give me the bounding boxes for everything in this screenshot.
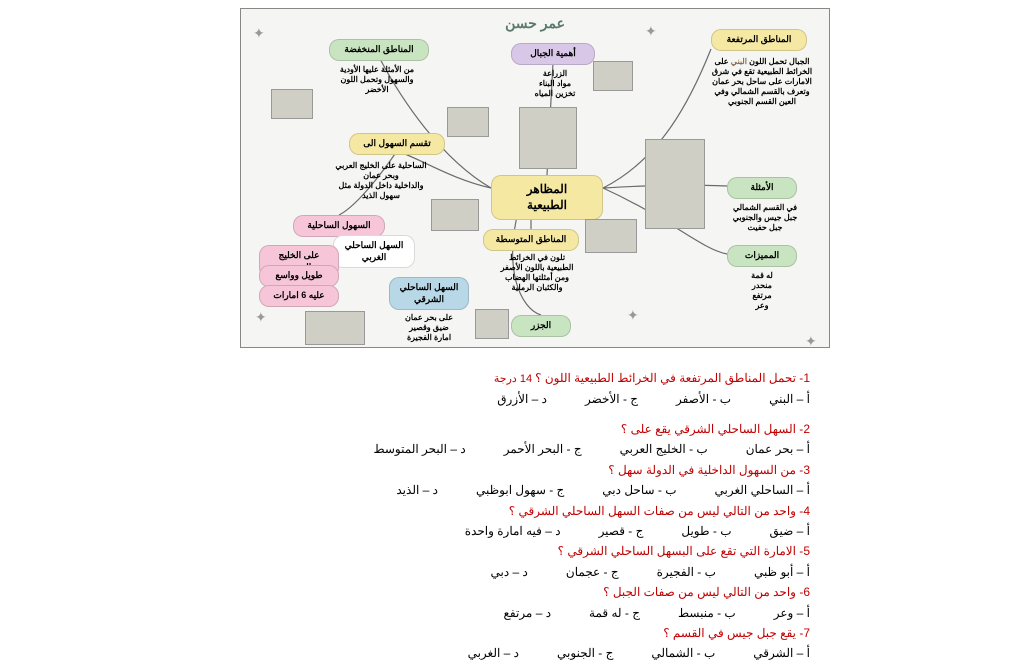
question-stem-3: 3- من السهول الداخلية في الدولة سهل ؟ [170,460,810,480]
question-option: ج - الجنوبي [557,643,613,663]
question-option: ب - الشمالي [651,643,715,663]
textbox-plains_txt: الساحلية على الخليج العربي وبحر عمان وال… [315,157,447,209]
question-option: ب - الأصفر [676,389,731,409]
question-option: ب - الفجيرة [657,562,716,582]
node-high: المناطق المرتفعة [711,29,807,51]
question-option: د – دبي [491,562,528,582]
textbox-low_txt: من الأمثلة عليها الأودية والسهول وتحمل ا… [315,61,439,105]
textbox-mountimp_txt: الزراعة مواد البناء تخزين المياه [517,65,593,105]
question-option: ج - سهول ابوظبي [476,480,564,500]
textbox-high_txt: الجبال تحمل اللون البني على الخرائط الطب… [703,53,821,165]
question-option: د – الأزرق [497,389,547,409]
question-stem-2: 2- السهل الساحلي الشرقي يقع على ؟ [170,419,810,439]
node-six: عليه 6 امارات [259,285,339,307]
question-option: ج - له قمة [589,603,640,623]
question-option: ب - ساحل دبي [602,480,676,500]
sparkle-icon: ✦ [645,23,657,40]
node-plainssplit: تقسم السهول الى [349,133,445,155]
question-option: أ – بحر عمان [746,439,810,459]
image-placeholder-8 [475,309,509,339]
node-eastcoast: السهل الساحلي الشرقي [389,277,469,310]
question-option: د – فيه امارة واحدة [465,521,561,541]
question-option: د – الذيد [396,480,438,500]
sparkle-icon: ✦ [627,307,639,324]
node-examples: الأمثلة [727,177,797,199]
image-placeholder-7 [305,311,365,345]
mindmap-diagram: عمر حسن المظاهر الطبيعية المناطق المرتفعة… [240,8,830,348]
question-option: ج - عجمان [566,562,619,582]
question-option: ب - منبسط [678,603,736,623]
questions-block: 1- تحمل المناطق المرتفعة في الخرائط الطب… [170,368,810,664]
question-options-7: أ – الشرقي ب - الشمالي ج - الجنوبي د – الغر… [170,643,810,663]
question-stem-1: 1- تحمل المناطق المرتفعة في الخرائط الطب… [170,368,810,389]
textbox-examples_txt: في القسم الشمالي جبل جيس والجنوبي جبل حف… [713,199,817,239]
node-mountimp: أهمية الجبال [511,43,595,65]
sparkle-icon: ✦ [805,333,817,348]
question-option: د – الغربي [468,643,519,663]
node-low: المناطق المنخفضة [329,39,429,61]
question-stem-6: 6- واحد من التالي ليس من صفات الجبل ؟ [170,582,810,602]
image-placeholder-3 [519,107,577,169]
question-option: ج - البحر الأحمر [504,439,582,459]
question-option: أ – البني [769,389,810,409]
question-stem-4: 4- واحد من التالي ليس من صفات السهل السا… [170,501,810,521]
sparkle-icon: ✦ [253,25,265,42]
image-placeholder-2 [593,61,633,91]
node-features: المميزات [727,245,797,267]
question-options-4: أ – ضيق ب - طويل ج - قصير د – فيه امارة واح… [170,521,810,541]
question-option: أ – الساحلي الغربي [715,480,811,500]
diagram-title: عمر حسن [505,15,565,32]
node-center: المظاهر الطبيعية [491,175,603,220]
question-stem-5: 5- الامارة التي تقع على البسهل الساحلي ا… [170,541,810,561]
question-option: د – البحر المتوسط [373,439,465,459]
node-longwide: طويل وواسع [259,265,339,287]
sparkle-icon: ✦ [255,309,267,326]
textbox-features_txt: له قمة منحدر مرتفع وعر [727,267,797,327]
question-option: أ – وعر [774,603,810,623]
node-coastplains: السهول الساحلية [293,215,385,237]
question-options-1: أ – البني ب - الأصفر ج - الأخضر د – الأزرق [170,389,810,409]
question-options-5: أ – أبو ظبي ب - الفجيرة ج - عجمان د – دبي [170,562,810,582]
question-options-2: أ – بحر عمان ب - الخليج العربي ج - البحر ا… [170,439,810,459]
question-stem-7: 7- يقع جبل جيس في القسم ؟ [170,623,810,643]
image-placeholder-5 [431,199,479,231]
question-option: ج - الأخضر [585,389,638,409]
question-option: أ – أبو ظبي [754,562,810,582]
node-islands: الجزر [511,315,571,337]
image-placeholder-4 [645,139,705,229]
question-option: د – مرتفع [504,603,552,623]
textbox-east_txt: على بحر عمان ضيق وقصير امارة الفجيرة [389,309,469,347]
question-option: ب - الخليج العربي [620,439,708,459]
node-westcoast: السهل الساحلي الغربي [333,235,415,268]
image-placeholder-6 [585,219,637,253]
question-option: أ – ضيق [770,521,811,541]
question-options-6: أ – وعر ب - منبسط ج - له قمة د – مرتفع [170,603,810,623]
question-option: أ – الشرقي [753,643,810,663]
question-option: ب - طويل [681,521,731,541]
image-placeholder-1 [447,107,489,137]
node-medium: المناطق المتوسطة [483,229,579,251]
question-options-3: أ – الساحلي الغربي ب - ساحل دبي ج - سهول ا… [170,480,810,500]
question-option: ج - قصير [599,521,644,541]
textbox-medium_txt: تلون في الخرائط الطبيعية باللون الأصفر و… [491,249,583,297]
image-placeholder-0 [271,89,313,119]
